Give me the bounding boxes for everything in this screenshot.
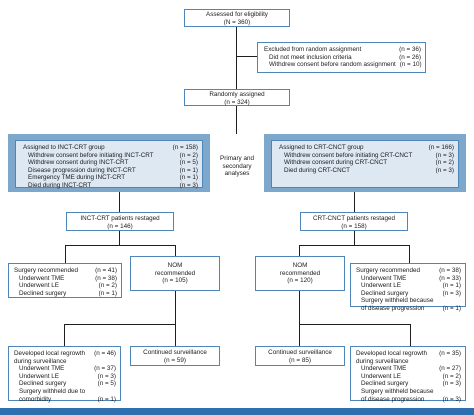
crtcnct-continued-box: Continued surveillance (n = 85) xyxy=(255,346,345,366)
crtcnct-nom-box: NOM recommended (n = 120) xyxy=(255,256,345,291)
crtcnct-surgery-item: Surgery withheld because of disease prog… xyxy=(361,297,461,312)
incrt-continued-title: Continued surveillance xyxy=(143,349,207,356)
connector xyxy=(409,245,410,263)
connector xyxy=(299,245,409,246)
crtcnct-restaged-title: CRT-CNCT patients restaged xyxy=(312,215,395,222)
incrt-regrowth-box: Developed local regrowth during surveill… xyxy=(8,346,121,403)
incrt-nom-title: NOM recommended xyxy=(154,262,196,277)
incrt-regrowth-item: Surgery withheld due to comorbidity (n = … xyxy=(19,387,116,403)
crtcnct-nom-title: NOM recommended xyxy=(279,262,321,277)
incrt-surgery-box: Surgery recommended (n = 41) Underwent TM… xyxy=(8,263,122,298)
incrt-restaged-title: INCT-CRT patients restaged xyxy=(80,215,160,222)
crtcnct-regrowth-item: Underwent LE (n = 2) xyxy=(361,372,461,380)
incrt-group-box: Assigned to INCT-CRT group (n = 158) With… xyxy=(15,140,203,189)
connector xyxy=(65,245,66,263)
crtcnct-surgery-item: Underwent LE (n = 1) xyxy=(361,282,461,290)
incrt-group-title-row: Assigned to INCT-CRT group (n = 158) xyxy=(23,144,198,151)
connector xyxy=(65,245,175,246)
incrt-regrowth-title-row: Developed local regrowth during surveill… xyxy=(14,350,116,365)
incrt-regrowth-item: Underwent LE (n = 3) xyxy=(19,372,116,380)
incrt-group-title: Assigned to INCT-CRT group xyxy=(23,144,105,151)
connector xyxy=(175,324,176,346)
incrt-restaged-n: (n = 146) xyxy=(107,222,133,230)
excluded-title-row: Excluded from random assignment (n = 36) xyxy=(264,46,421,54)
incrt-surgery-item: Declined surgery (n = 1) xyxy=(19,289,117,297)
crtcnct-regrowth-item: Declined surgery (n = 3) xyxy=(361,380,461,388)
crtcnct-restaged-box: CRT-CNCT patients restaged (n = 158) xyxy=(300,212,408,231)
connector xyxy=(354,192,355,212)
excluded-title-n: (n = 36) xyxy=(399,46,421,53)
incrt-continued-n: (n = 59) xyxy=(164,356,186,364)
randomized-box: Randomly assigned (n = 324) xyxy=(184,89,290,106)
randomized-n: (n = 324) xyxy=(224,98,250,106)
connector xyxy=(299,245,300,256)
crtcnct-restaged-n: (n = 158) xyxy=(341,222,367,230)
eligibility-box: Assessed for eligibility (N = 360) xyxy=(184,9,290,27)
excluded-box: Excluded from random assignment (n = 36) … xyxy=(257,42,426,73)
crtcnct-group-title: Assigned to CRT-CNCT group xyxy=(279,144,364,151)
crtcnct-continued-n: (n = 85) xyxy=(289,356,311,364)
crtcnct-group-box: Assigned to CRT-CNCT group (n = 166) With… xyxy=(271,140,459,188)
randomized-title: Randomly assigned xyxy=(209,91,265,98)
connector xyxy=(175,291,176,324)
connector xyxy=(354,231,355,245)
incrt-surgery-item: Underwent LE (n = 2) xyxy=(19,282,117,290)
incrt-group-item: Withdrew consent during INCT-CRT (n = 5) xyxy=(28,159,198,167)
connector xyxy=(175,245,176,256)
eligibility-n: (N = 360) xyxy=(223,18,251,26)
excluded-title: Excluded from random assignment xyxy=(264,46,362,53)
incrt-group-item: Died during INCT-CRT (n = 3) xyxy=(28,181,198,189)
incrt-surgery-item: Underwent TME (n = 38) xyxy=(19,274,117,282)
analyses-label: Primary and secondary analyses xyxy=(220,155,254,178)
connector xyxy=(299,291,300,324)
crtcnct-group-item: Died during CRT-CNCT (n = 3) xyxy=(284,166,454,174)
crtcnct-surgery-item: Underwent TME (n = 33) xyxy=(361,274,461,282)
incrt-group-item: Disease progression during INCT-CRT (n = … xyxy=(28,166,198,174)
connector xyxy=(299,324,300,346)
incrt-regrowth-item: Declined surgery (n = 5) xyxy=(19,380,116,388)
connector xyxy=(236,27,237,89)
connector xyxy=(236,56,257,57)
connector xyxy=(119,192,120,212)
crtcnct-continued-title: Continued surveillance xyxy=(268,349,332,356)
crtcnct-surgery-box: Surgery recommended (n = 38) Underwent TM… xyxy=(350,263,466,312)
crtcnct-nom-n: (n = 120) xyxy=(287,277,313,285)
incrt-restaged-box: INCT-CRT patients restaged (n = 146) xyxy=(66,212,174,231)
crtcnct-regrowth-title: Developed local regrowth during surveill… xyxy=(356,350,428,365)
crtcnct-regrowth-box: Developed local regrowth during surveill… xyxy=(350,346,466,403)
crtcnct-surgery-item: Declined surgery (n = 3) xyxy=(361,289,461,297)
connector xyxy=(64,324,65,346)
connector xyxy=(410,324,411,346)
crtcnct-group-item: Withdrew consent during CRT-CNCT (n = 2) xyxy=(284,159,454,167)
connector xyxy=(236,106,237,134)
crtcnct-regrowth-item: Surgery withheld because of disease prog… xyxy=(361,387,461,403)
incrt-group-item: Emergency TME during INCT-CRT (n = 1) xyxy=(28,174,198,182)
incrt-nom-box: NOM recommended (n = 105) xyxy=(130,256,220,291)
incrt-continued-box: Continued surveillance (n = 59) xyxy=(130,346,220,366)
crtcnct-surgery-title-row: Surgery recommended (n = 38) xyxy=(356,267,461,274)
incrt-regrowth-title: Developed local regrowth during surveill… xyxy=(14,350,86,365)
connector xyxy=(299,324,411,325)
crtcnct-surgery-title: Surgery recommended xyxy=(356,267,421,274)
crtcnct-regrowth-title-row: Developed local regrowth during surveill… xyxy=(356,350,461,365)
incrt-surgery-title-row: Surgery recommended (n = 41) xyxy=(14,267,117,274)
crtcnct-group-item: Withdrew consent before initiating CRT-C… xyxy=(284,151,454,159)
incrt-group-item: Withdrew consent before initiating INCT-… xyxy=(28,151,198,159)
incrt-regrowth-item: Underwent TME (n = 37) xyxy=(19,365,116,373)
excluded-item: Did not meet inclusion criteria (n = 26) xyxy=(269,53,421,61)
excluded-item: Withdrew consent before random assignmen… xyxy=(269,61,422,69)
crtcnct-group-title-row: Assigned to CRT-CNCT group (n = 166) xyxy=(279,144,454,151)
crtcnct-regrowth-item: Underwent TME (n = 27) xyxy=(361,365,461,373)
incrt-nom-n: (n = 105) xyxy=(162,277,188,285)
incrt-surgery-title: Surgery recommended xyxy=(14,267,79,274)
eligibility-title: Assessed for eligibility xyxy=(206,11,268,18)
connector xyxy=(119,231,120,245)
footer-bar xyxy=(0,408,474,415)
connector xyxy=(64,324,176,325)
